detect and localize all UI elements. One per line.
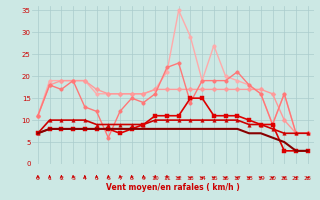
X-axis label: Vent moyen/en rafales ( km/h ): Vent moyen/en rafales ( km/h ) bbox=[106, 183, 240, 192]
